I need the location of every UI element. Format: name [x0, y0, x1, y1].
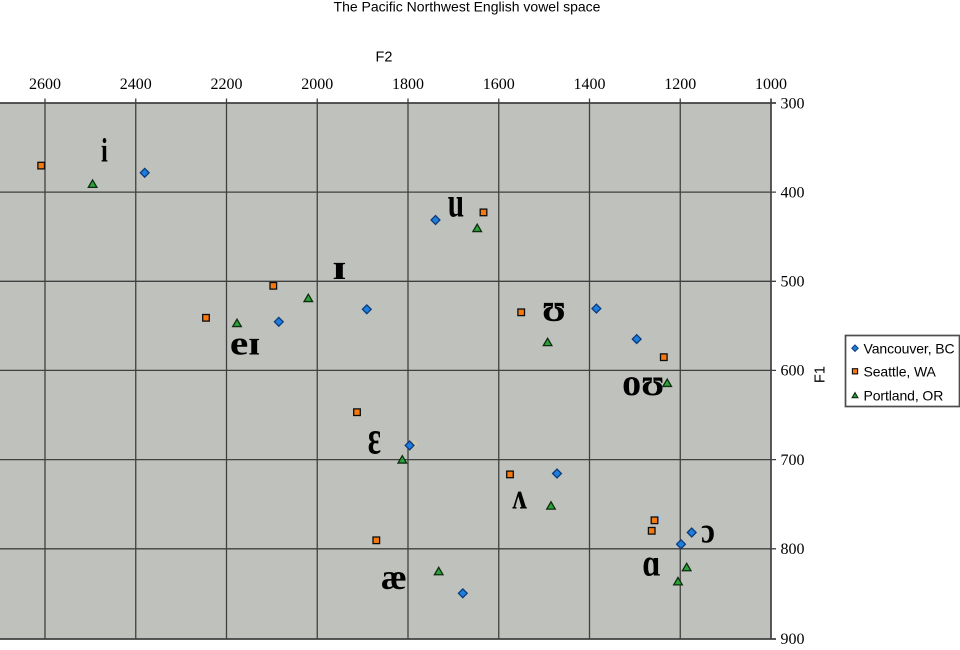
svg-text:The Pacific Northwest English: The Pacific Northwest English vowel spac… — [334, 0, 601, 15]
svg-text:F2: F2 — [376, 50, 393, 66]
svg-text:1800: 1800 — [392, 76, 424, 93]
svg-text:2400: 2400 — [120, 76, 152, 93]
svg-text:Portland, OR: Portland, OR — [864, 388, 944, 404]
svg-text:400: 400 — [781, 184, 805, 201]
svg-text:Vancouver, BC: Vancouver, BC — [864, 341, 955, 357]
svg-text:i: i — [101, 133, 108, 170]
svg-text:oʊ: oʊ — [622, 362, 664, 404]
svg-text:1600: 1600 — [483, 76, 515, 93]
svg-text:500: 500 — [781, 274, 805, 291]
svg-text:ɪ: ɪ — [332, 248, 346, 287]
svg-text:Seattle, WA: Seattle, WA — [864, 364, 937, 380]
svg-text:2600: 2600 — [29, 76, 61, 93]
svg-text:800: 800 — [781, 541, 805, 558]
svg-text:300: 300 — [781, 95, 805, 112]
svg-text:600: 600 — [781, 363, 805, 380]
svg-text:1200: 1200 — [664, 76, 696, 93]
svg-text:900: 900 — [781, 631, 805, 645]
svg-text:ɛ: ɛ — [368, 411, 381, 465]
svg-text:eɪ: eɪ — [230, 325, 260, 363]
svg-text:1000: 1000 — [755, 76, 787, 93]
svg-text:1400: 1400 — [574, 76, 606, 93]
svg-text:700: 700 — [781, 452, 805, 469]
svg-text:ʌ: ʌ — [512, 478, 527, 517]
svg-text:2000: 2000 — [301, 76, 333, 93]
svg-text:ɔ: ɔ — [701, 512, 715, 551]
svg-text:F1: F1 — [813, 366, 829, 383]
svg-text:ɑ: ɑ — [642, 542, 660, 584]
svg-text:æ: æ — [381, 557, 407, 597]
svg-text:u: u — [448, 179, 464, 225]
svg-text:ʊ: ʊ — [542, 287, 566, 330]
svg-text:2200: 2200 — [211, 76, 243, 93]
